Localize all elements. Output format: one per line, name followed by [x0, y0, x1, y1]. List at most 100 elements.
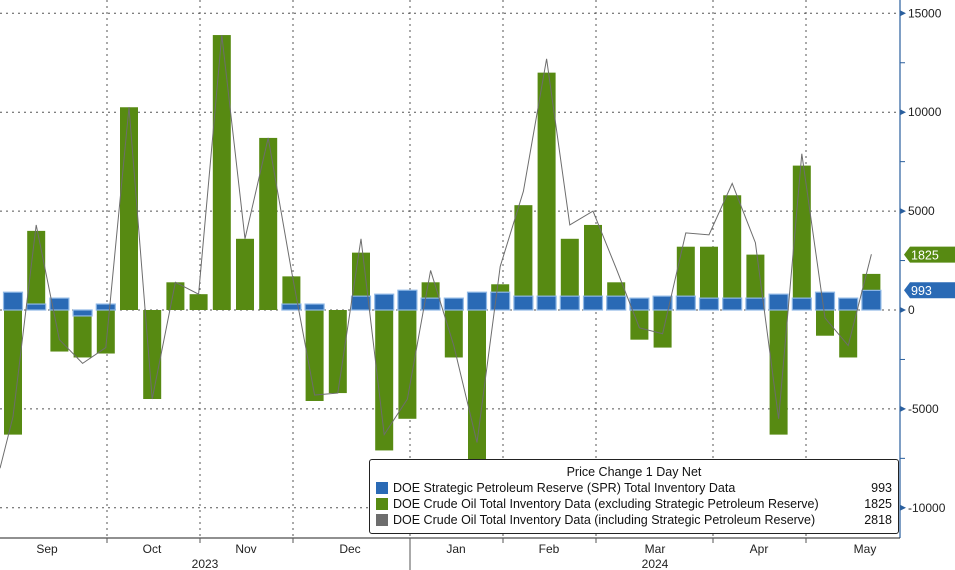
crude-excl-bar	[96, 310, 115, 354]
spr-bar	[652, 295, 673, 311]
crude-excl-bar	[120, 107, 138, 310]
x-year-label: 2024	[642, 557, 669, 570]
crude-excl-bar	[50, 310, 69, 352]
spr-last-value-tag-bg	[904, 282, 955, 299]
spr-bar	[281, 303, 302, 311]
spr-bar	[861, 289, 882, 311]
x-month-label: May	[854, 542, 877, 556]
spr-bar	[420, 297, 441, 311]
crude-excl-bar	[792, 165, 811, 310]
spr-bar	[698, 297, 720, 311]
legend-item-spr: DOE Strategic Petroleum Reserve (SPR) To…	[376, 480, 892, 496]
legend-swatch-green	[376, 498, 388, 510]
crude-excl-bar	[723, 195, 742, 310]
y-tick-label: 0	[908, 303, 915, 317]
crude-excl-bar	[73, 310, 92, 358]
spr-bar	[443, 297, 464, 311]
spr-bar	[304, 303, 325, 311]
crude-excl-bar	[514, 205, 533, 310]
crude-excl-bar	[166, 282, 185, 310]
spr-bar	[49, 297, 70, 311]
crude-excl-bar	[398, 310, 417, 419]
legend-label: DOE Crude Oil Total Inventory Data (incl…	[393, 513, 816, 527]
spr-bar	[466, 291, 488, 311]
tick-arrow	[900, 10, 906, 17]
legend-value: 1825	[864, 497, 892, 511]
legend-item-crude-incl: DOE Crude Oil Total Inventory Data (incl…	[376, 512, 892, 528]
spr-last-value-tag: 993	[911, 284, 932, 298]
crude-excl-bar	[700, 246, 718, 310]
spr-bar	[768, 293, 789, 311]
crude-excl-bar	[839, 310, 858, 358]
crude-excl-bar	[27, 230, 46, 310]
crude-excl-bar	[212, 35, 231, 311]
spr-bar	[814, 291, 836, 311]
crude-excl-bar	[305, 310, 324, 401]
crude-excl-bar	[375, 310, 394, 451]
spr-bar	[397, 289, 418, 311]
crude-excl-bar	[769, 310, 788, 435]
crude-excl-bar	[584, 224, 602, 310]
spr-bar	[629, 297, 650, 311]
spr-bar	[675, 295, 696, 311]
crude-excl-bar	[560, 238, 579, 310]
crude-excl-bar	[816, 310, 834, 336]
spr-bar	[838, 297, 859, 311]
x-month-label: Dec	[339, 542, 360, 556]
spr-bar	[95, 303, 116, 311]
legend-swatch-gray	[376, 514, 388, 526]
tick-arrow	[900, 307, 906, 313]
legend-item-crude-excl: DOE Crude Oil Total Inventory Data (excl…	[376, 496, 892, 512]
legend-value: 993	[871, 481, 892, 495]
spr-bar	[606, 295, 627, 311]
spr-bar	[582, 295, 604, 311]
y-tick-label: 15000	[908, 6, 942, 20]
y-tick-label: 10000	[908, 105, 942, 119]
x-month-label: Feb	[539, 542, 560, 556]
crude-last-value-tag: 1825	[911, 249, 939, 263]
spr-bar	[26, 303, 47, 311]
crude-excl-bar	[444, 310, 463, 358]
legend-title: Price Change 1 Day Net	[566, 465, 702, 479]
tick-arrow	[900, 208, 906, 215]
legend-value: 2818	[864, 513, 892, 527]
x-month-label: Sep	[36, 542, 58, 556]
tick-arrow	[900, 109, 906, 116]
crude-excl-bar	[282, 276, 301, 310]
legend-swatch-blue	[376, 482, 388, 494]
x-month-label: Apr	[750, 542, 769, 556]
y-tick-label: -10000	[908, 501, 946, 515]
crude-excl-bar	[4, 310, 22, 435]
crude-excl-bar	[328, 310, 347, 394]
crude-excl-bar	[630, 310, 649, 340]
legend-label: DOE Crude Oil Total Inventory Data (excl…	[393, 497, 819, 511]
y-tick-label: -5000	[908, 402, 939, 416]
spr-bar	[2, 291, 24, 311]
crude-incl-line	[0, 35, 872, 469]
spr-bar	[559, 295, 580, 311]
crude-excl-bar	[676, 246, 695, 310]
crude-last-value-tag-bg	[904, 246, 955, 263]
crude-excl-bar	[746, 254, 765, 310]
spr-bar	[536, 295, 557, 311]
spr-bar	[722, 297, 743, 311]
crude-excl-bar	[189, 294, 208, 310]
spr-bar	[72, 309, 93, 317]
x-month-label: Mar	[645, 542, 666, 556]
x-month-label: Oct	[143, 542, 162, 556]
legend: Price Change 1 Day Net DOE Strategic Pet…	[369, 459, 899, 534]
crude-excl-bar	[468, 310, 486, 461]
spr-bar	[513, 295, 534, 311]
spr-bar	[745, 297, 766, 311]
x-month-label: Nov	[235, 542, 256, 556]
tick-arrow	[900, 405, 906, 412]
x-year-label: 2023	[192, 557, 219, 570]
tick-arrow	[900, 504, 906, 511]
spr-bar	[374, 293, 395, 311]
spr-bar	[490, 291, 511, 311]
spr-bar	[791, 297, 812, 311]
crude-excl-bar	[537, 72, 556, 310]
x-month-label: Jan	[446, 542, 465, 556]
y-tick-label: 5000	[908, 204, 935, 218]
